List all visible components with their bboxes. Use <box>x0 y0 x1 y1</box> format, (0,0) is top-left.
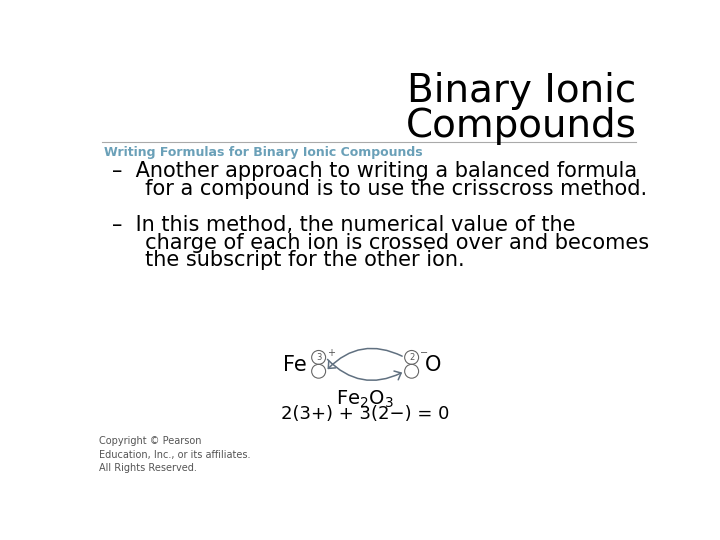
Text: Writing Formulas for Binary Ionic Compounds: Writing Formulas for Binary Ionic Compou… <box>104 146 423 159</box>
Text: 3: 3 <box>316 353 321 362</box>
Text: +: + <box>327 348 335 358</box>
Text: charge of each ion is crossed over and becomes: charge of each ion is crossed over and b… <box>112 233 649 253</box>
Text: Compounds: Compounds <box>405 107 636 145</box>
Text: for a compound is to use the crisscross method.: for a compound is to use the crisscross … <box>112 179 647 199</box>
Text: 2(3+) + 3(2−) = 0: 2(3+) + 3(2−) = 0 <box>281 405 449 423</box>
Text: Fe: Fe <box>283 355 307 375</box>
Text: 2: 2 <box>409 353 414 362</box>
Text: Fe$_2$O$_3$: Fe$_2$O$_3$ <box>336 388 394 409</box>
Text: Copyright © Pearson
Education, Inc., or its affiliates.
All Rights Reserved.: Copyright © Pearson Education, Inc., or … <box>99 436 251 473</box>
Text: Binary Ionic: Binary Ionic <box>407 72 636 111</box>
FancyArrowPatch shape <box>328 360 401 380</box>
Text: –  Another approach to writing a balanced formula: – Another approach to writing a balanced… <box>112 161 636 181</box>
Text: O: O <box>425 355 441 375</box>
Text: −: − <box>420 348 428 358</box>
Text: –  In this method, the numerical value of the: – In this method, the numerical value of… <box>112 215 575 235</box>
FancyArrowPatch shape <box>328 348 402 368</box>
Text: the subscript for the other ion.: the subscript for the other ion. <box>112 251 464 271</box>
